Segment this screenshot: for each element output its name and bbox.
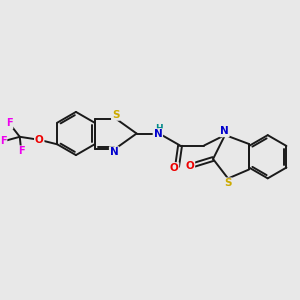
Text: H: H: [155, 124, 163, 133]
Text: F: F: [6, 118, 13, 128]
Text: N: N: [110, 147, 118, 157]
Text: F: F: [0, 136, 7, 146]
Text: O: O: [35, 135, 44, 145]
Text: S: S: [112, 110, 119, 120]
Text: N: N: [220, 126, 229, 136]
Text: O: O: [170, 163, 178, 173]
Text: S: S: [224, 178, 232, 188]
Text: N: N: [154, 129, 162, 139]
Text: O: O: [186, 160, 194, 171]
Text: F: F: [18, 146, 25, 156]
